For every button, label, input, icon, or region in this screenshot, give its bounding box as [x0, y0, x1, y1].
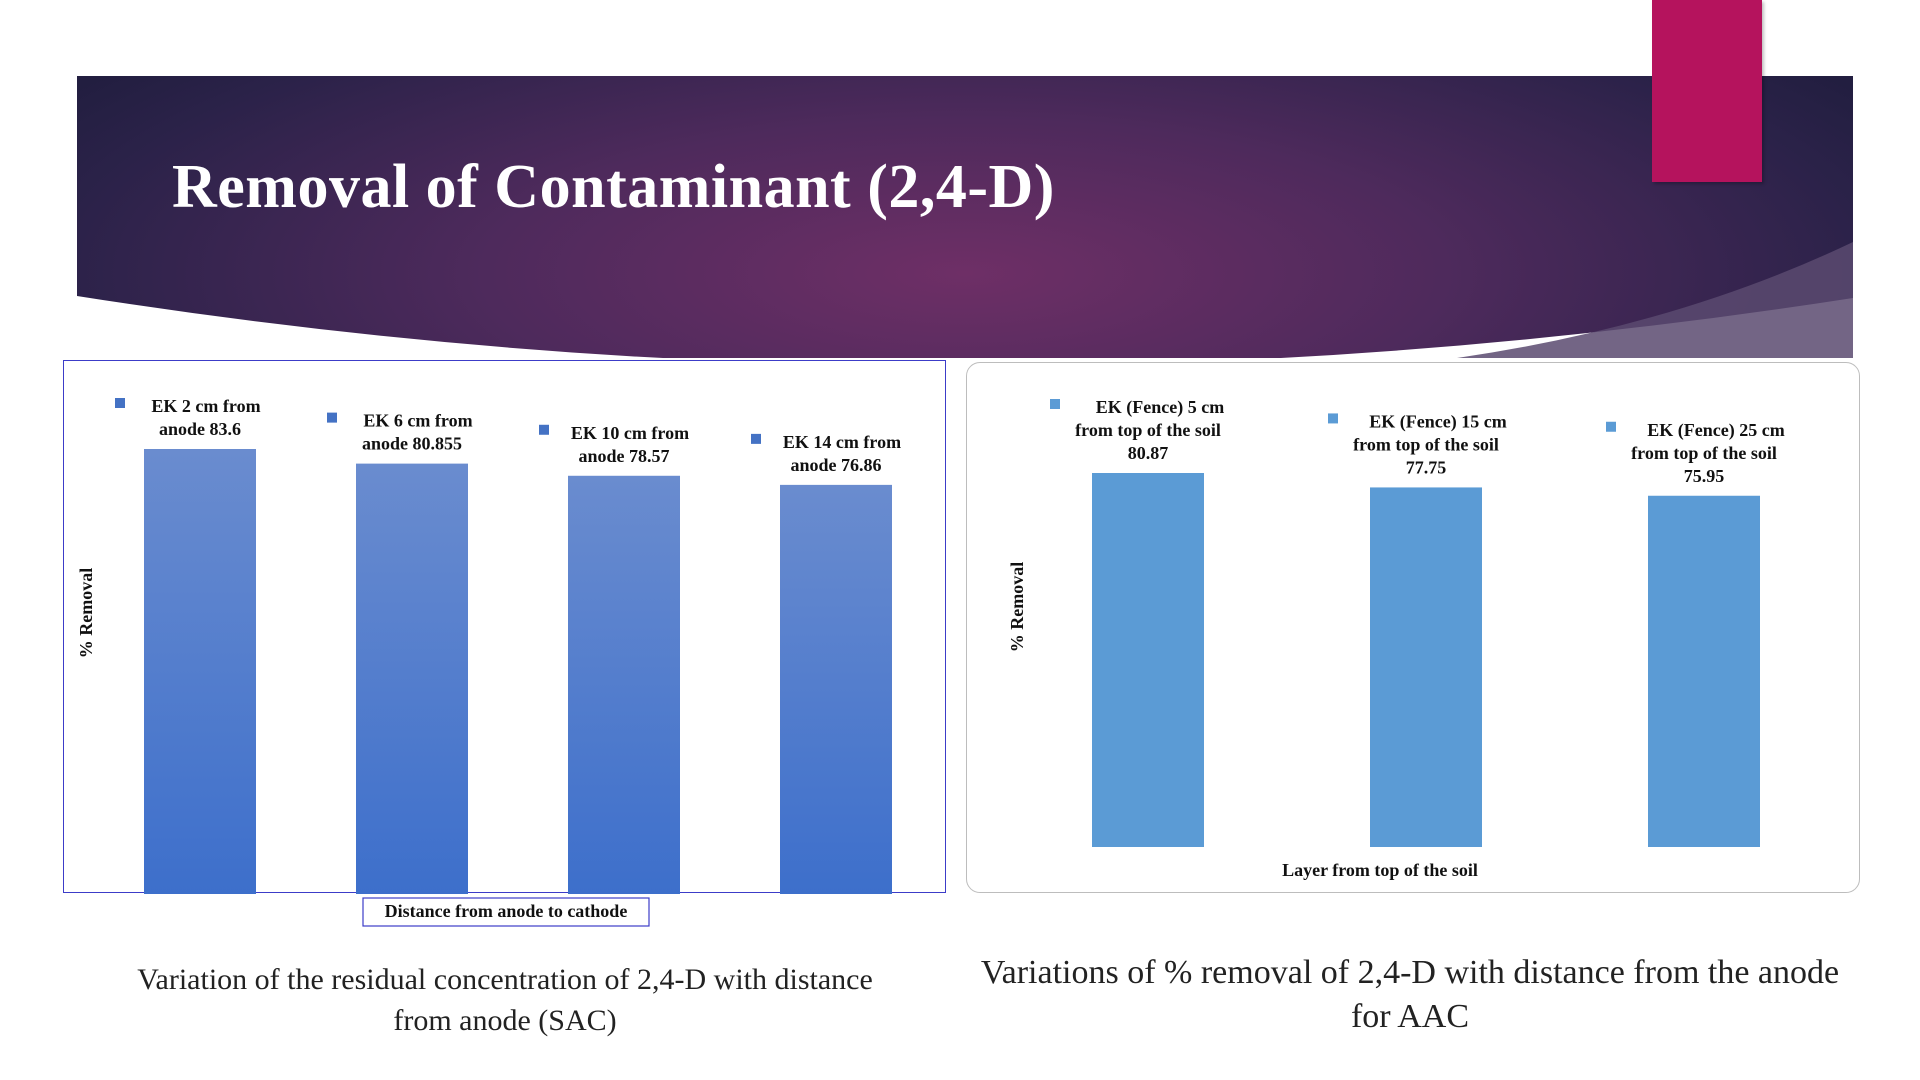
y-axis-label: % Removal: [1007, 562, 1027, 652]
bar-3: [1648, 495, 1760, 847]
y-axis-label: % Removal: [76, 568, 96, 658]
data-label-2-line-2: anode 80.855: [362, 434, 462, 454]
slide-title: Removal of Contaminant (2,4-D): [172, 153, 1055, 221]
legend-swatch-1: [115, 398, 125, 408]
caption-aac: Variations of % removal of 2,4-D with di…: [980, 954, 1840, 1035]
bar-2: [1370, 487, 1482, 847]
chart-aac: EK (Fence) 5 cm from top of the soil 80.87…: [966, 362, 1860, 893]
data-label-1-line-3: 80.87: [1128, 443, 1169, 463]
data-label-2-line-1: EK 6 cm from: [363, 411, 472, 431]
data-label-3-line-1: EK 10 cm from: [571, 423, 689, 443]
data-label-2-line-1: EK (Fence) 15 cm: [1369, 411, 1506, 432]
data-label-3-line-2: from top of the soil: [1631, 443, 1777, 463]
legend-swatch-3: [1606, 421, 1616, 432]
bar-1: [1092, 473, 1204, 847]
data-label-4-line-2: anode 76.86: [790, 455, 881, 475]
legend-swatch-2: [327, 412, 337, 423]
data-label-1-line-2: from top of the soil: [1075, 420, 1221, 440]
bar-2: [356, 463, 468, 894]
bar-3: [568, 475, 680, 894]
bar-4: [780, 484, 892, 894]
chart-sac-svg: EK 2 cm from anode 83.6 EK 6 cm from anode …: [76, 396, 901, 927]
bar-1: [144, 449, 256, 894]
legend-swatch-1: [1050, 399, 1060, 409]
x-axis-label: Distance from anode to cathode: [385, 901, 628, 921]
chart-sac: EK 2 cm from anode 83.6 EK 6 cm from anode …: [63, 360, 946, 927]
data-label-1-line-2: anode 83.6: [159, 419, 241, 439]
data-label-3-line-3: 75.95: [1684, 466, 1725, 486]
data-label-3-line-1: EK (Fence) 25 cm: [1647, 420, 1784, 441]
legend-swatch-3: [539, 424, 549, 435]
x-axis-label-box: [362, 897, 650, 927]
data-label-1-line-1: EK 2 cm from: [151, 396, 260, 416]
accent-tab: [1652, 0, 1762, 182]
legend-swatch-4: [751, 433, 761, 444]
x-axis-label: Layer from top of the soil: [1282, 860, 1478, 880]
data-label-1-line-1: EK (Fence) 5 cm: [1096, 397, 1224, 418]
caption-sac: Variation of the residual concentration …: [137, 963, 873, 1037]
legend-swatch-2: [1328, 413, 1338, 424]
data-label-2-line-2: from top of the soil: [1353, 434, 1499, 454]
data-label-2-line-3: 77.75: [1406, 457, 1447, 477]
data-label-4-line-1: EK 14 cm from: [783, 432, 901, 452]
data-label-3-line-2: anode 78.57: [578, 446, 669, 466]
